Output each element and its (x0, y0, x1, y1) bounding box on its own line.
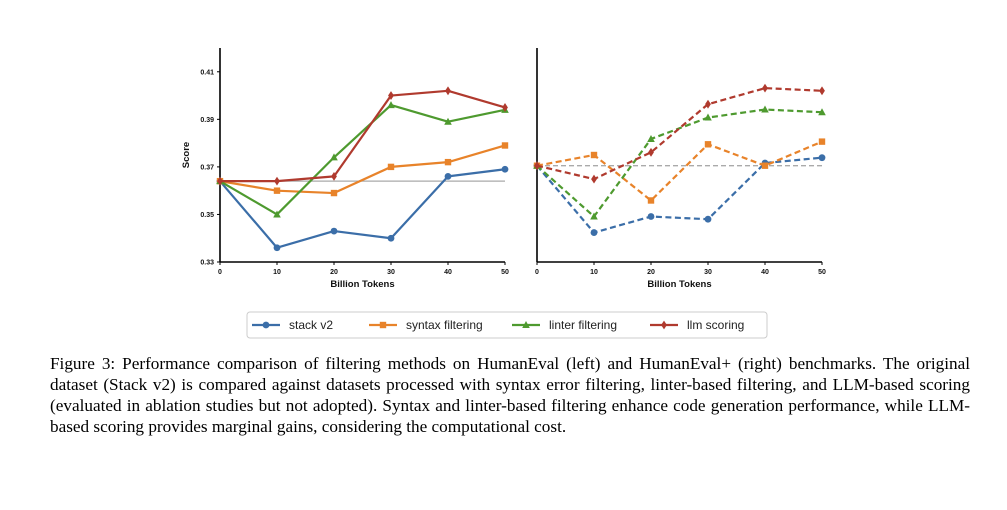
data-point-linter-filtering (761, 105, 769, 113)
data-point-llm-scoring (705, 99, 711, 109)
data-point-stack-v2 (444, 173, 452, 180)
figure-caption: Figure 3: Performance comparison of filt… (50, 354, 970, 436)
x-tick-label: 30 (387, 269, 395, 276)
data-point-syntax-filtering (330, 189, 338, 197)
series-line-stack-v2 (536, 156, 823, 234)
x-tick-label: 20 (647, 269, 655, 276)
data-point-stack-v2 (273, 244, 281, 252)
x-tick-label: 40 (444, 269, 452, 276)
x-tick-label: 10 (590, 269, 598, 276)
legend-label: stack v2 (289, 318, 333, 332)
y-tick-label: 0.39 (200, 117, 214, 124)
data-point-stack-v2 (647, 213, 655, 220)
legend-label: linter filtering (549, 318, 617, 332)
data-point-linter-filtering (330, 153, 338, 161)
data-point-syntax-filtering (444, 158, 452, 166)
data-point-llm-scoring (534, 161, 540, 171)
data-point-linter-filtering (818, 108, 826, 116)
data-point-llm-scoring (648, 147, 654, 157)
legend-box (246, 311, 768, 339)
panel-left: 0.33 0.35 0.37 0.39 0.41 Score 0 10 20 30 40 50 Bill… (181, 48, 509, 290)
legend: stack v2 syntax filtering linter filtering… (246, 311, 768, 339)
x-tick-label: 0 (218, 269, 222, 276)
x-axis-label: Billion Tokens (647, 279, 711, 290)
x-tick-label: 30 (704, 269, 712, 276)
legend-label: llm scoring (687, 318, 744, 332)
legend-marker-square (379, 321, 387, 329)
data-point-stack-v2 (818, 154, 826, 162)
series-line-linter-filtering (536, 108, 823, 218)
x-tick-label: 40 (761, 269, 769, 276)
series-line-stack-v2 (219, 168, 506, 249)
y-axis-label: Score (181, 142, 192, 168)
y-tick-label: 0.37 (200, 164, 214, 171)
data-point-stack-v2 (501, 165, 509, 173)
data-point-linter-filtering (444, 117, 452, 125)
data-point-llm-scoring (819, 86, 825, 96)
data-point-linter-filtering (273, 210, 281, 218)
data-point-stack-v2 (704, 215, 712, 223)
y-tick-label: 0.33 (200, 260, 214, 267)
data-point-stack-v2 (330, 227, 338, 235)
figure-chart: 0.33 0.35 0.37 0.39 0.41 Score 0 10 20 30 40 50 Bill… (181, 48, 826, 339)
data-point-syntax-filtering (387, 163, 395, 171)
data-point-syntax-filtering (818, 138, 826, 145)
data-point-stack-v2 (387, 234, 395, 242)
data-point-llm-scoring (388, 91, 394, 100)
data-point-syntax-filtering (761, 162, 769, 169)
data-point-llm-scoring (762, 83, 768, 93)
data-point-llm-scoring (217, 176, 223, 186)
legend-marker-diamond (661, 320, 667, 330)
legend-marker-triangle (522, 321, 530, 328)
data-point-syntax-filtering (273, 187, 281, 194)
y-tick-label: 0.35 (200, 212, 214, 219)
data-point-llm-scoring (445, 86, 451, 96)
data-point-llm-scoring (591, 174, 597, 184)
x-tick-label: 50 (818, 269, 826, 276)
data-point-linter-filtering (647, 134, 655, 142)
data-point-llm-scoring (331, 172, 337, 181)
y-tick-label: 0.41 (200, 69, 214, 76)
x-tick-label: 0 (535, 269, 539, 276)
data-point-syntax-filtering (704, 141, 712, 148)
data-point-syntax-filtering (590, 151, 598, 159)
data-point-linter-filtering (590, 212, 598, 220)
series-line-linter-filtering (219, 103, 506, 216)
x-tick-label: 20 (330, 269, 338, 276)
data-point-linter-filtering (704, 113, 712, 121)
data-point-llm-scoring (502, 103, 508, 112)
x-tick-label: 50 (501, 269, 509, 276)
legend-label: syntax filtering (406, 318, 483, 332)
x-tick-label: 10 (273, 269, 281, 276)
data-point-syntax-filtering (647, 197, 655, 204)
data-point-linter-filtering (387, 101, 395, 109)
series-line-syntax-filtering (219, 144, 506, 195)
series-line-llm-scoring (536, 87, 823, 181)
data-point-llm-scoring (274, 176, 280, 186)
series-line-syntax-filtering (536, 140, 823, 202)
panel-right: 0 10 20 30 40 50 Billion Tokens (533, 48, 826, 290)
legend-marker-circle (262, 321, 270, 329)
series-line-llm-scoring (220, 89, 506, 183)
x-axis-label: Billion Tokens (330, 279, 394, 290)
data-point-stack-v2 (590, 229, 598, 236)
data-point-syntax-filtering (501, 142, 509, 149)
